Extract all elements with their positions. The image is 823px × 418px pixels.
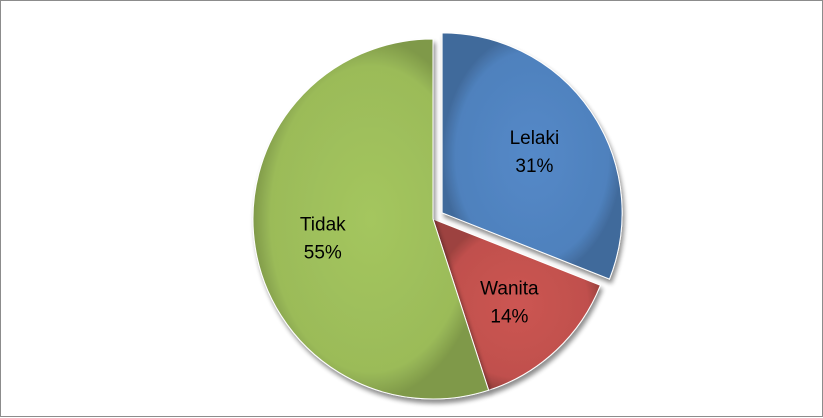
pie-slice-lelaki — [441, 32, 623, 280]
pie-slice-tidak — [252, 38, 490, 400]
slice-label-tidak: Tidak — [300, 214, 346, 235]
slice-percent-wanita: 14% — [490, 306, 528, 327]
slice-percent-lelaki: 31% — [515, 156, 553, 177]
slice-label-wanita: Wanita — [480, 278, 539, 299]
labels-layer: Lelaki 31% Wanita 14% Tidak 55% — [300, 128, 559, 327]
slice-label-lelaki: Lelaki — [510, 128, 560, 149]
slices-layer — [252, 32, 623, 400]
slice-percent-tidak: 55% — [304, 242, 342, 263]
